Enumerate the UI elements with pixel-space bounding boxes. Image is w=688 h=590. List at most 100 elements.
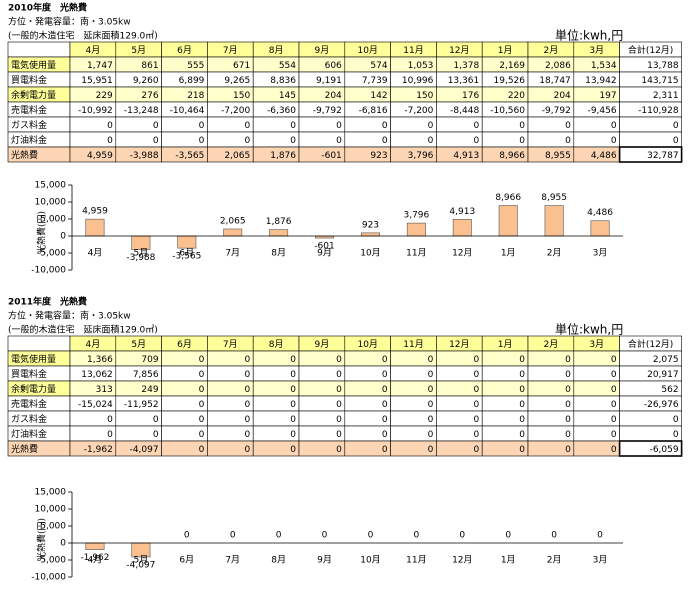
cell-value: 0 (244, 385, 250, 395)
header-label: 7月 (223, 339, 238, 350)
bar (544, 205, 564, 237)
cell-value: 0 (565, 415, 571, 425)
header-cell (7, 41, 71, 58)
cell-value: 555 (187, 61, 204, 71)
cell-value: 0 (153, 430, 159, 440)
cell-value: 204 (554, 91, 571, 101)
row-label: ガス料金 (11, 413, 47, 425)
bar (269, 229, 289, 237)
x-tick-label: 6月 (179, 555, 194, 566)
y-tick-label: -10,000 (31, 266, 66, 276)
cell-value: 0 (428, 385, 434, 395)
cell-value: -4,097 (130, 445, 159, 455)
x-tick-label: 1月 (501, 248, 516, 259)
cell-value: 2,086 (545, 61, 571, 71)
cell-value: 562 (661, 385, 678, 395)
cell-value: 0 (519, 385, 525, 395)
cell-value: 143,715 (641, 76, 678, 86)
x-tick-label: 11月 (406, 555, 426, 566)
header-label: 5月 (131, 45, 146, 56)
x-tick-label: 8月 (271, 248, 286, 259)
x-tick-label: 9月 (317, 555, 332, 566)
row-label: 余剰電力量 (11, 383, 56, 395)
x-tick-label: 8月 (271, 555, 286, 566)
cell-value: 574 (370, 61, 387, 71)
cell-value: 13,361 (448, 76, 480, 86)
cell-value: 8,966 (499, 151, 525, 161)
header-label: 1月 (498, 45, 513, 56)
cell-value: -6,360 (267, 106, 296, 116)
section-title: 2011年度 光熱費 (8, 296, 87, 308)
header-label: 3月 (589, 339, 604, 350)
cell-value: 0 (199, 355, 205, 365)
cell-value: 1,378 (453, 61, 479, 71)
cell-value: 6,899 (179, 76, 205, 86)
cell-value: 1,053 (408, 61, 434, 71)
cell-value: 0 (290, 370, 296, 380)
cell-value: 13,062 (81, 370, 113, 380)
y-tick-label: 5,000 (40, 522, 66, 532)
bar (360, 232, 380, 237)
y-tick-label: 0 (60, 232, 66, 242)
cell-value: 0 (428, 136, 434, 146)
cell-value: 0 (565, 445, 571, 455)
cell-value: -7,200 (221, 106, 250, 116)
y-tick-label: 15,000 (35, 488, 67, 498)
cell-value: 3,796 (408, 151, 434, 161)
cell-value: 0 (473, 415, 479, 425)
cell-value: 0 (336, 430, 342, 440)
cell-value: 10,996 (402, 76, 434, 86)
cell-value: 197 (599, 91, 616, 101)
y-tick-label: 15,000 (35, 181, 67, 191)
y-tick-label: 10,000 (35, 198, 67, 208)
value-label: -601 (314, 242, 334, 252)
cell-value: 0 (244, 415, 250, 425)
header-label: 12月 (449, 339, 469, 350)
row-label: 電気使用量 (11, 59, 56, 71)
cell-value: 0 (611, 415, 617, 425)
cell-value: -11,952 (124, 400, 159, 410)
cell-value: -3,565 (175, 151, 204, 161)
header-label: 8月 (269, 45, 284, 56)
cell-value: 0 (565, 370, 571, 380)
cell-value: 276 (141, 91, 158, 101)
cell-value: 1,534 (591, 61, 617, 71)
cell-value: 0 (153, 121, 159, 131)
cell (618, 146, 683, 163)
x-tick-label: 3月 (593, 248, 608, 259)
cell-value: 18,747 (539, 76, 571, 86)
cell-value: 0 (565, 136, 571, 146)
cell-value: 4,959 (87, 151, 113, 161)
cell-value: 0 (611, 430, 617, 440)
cell-value: 0 (473, 121, 479, 131)
bar (498, 205, 518, 237)
value-label: 0 (184, 531, 190, 541)
cell (618, 440, 683, 457)
cell-value: 7,856 (133, 370, 159, 380)
header-label: 7月 (223, 45, 238, 56)
header-label: 2月 (544, 339, 559, 350)
cell-value: 249 (141, 385, 158, 395)
header-label: 6月 (177, 339, 192, 350)
header-label: 9月 (315, 45, 330, 56)
section-title: 2010年度 光熱費 (8, 2, 87, 14)
cell-value: 0 (290, 415, 296, 425)
cell-value: 0 (428, 415, 434, 425)
cell-value: 0 (336, 385, 342, 395)
cell-value: 0 (290, 385, 296, 395)
house-type: (一般的木造住宅 延床面積129.0㎡) (8, 30, 158, 42)
cell-value: 861 (141, 61, 158, 71)
cell-value: 0 (107, 121, 113, 131)
cell-value: 142 (370, 91, 387, 101)
cell-value: 0 (473, 400, 479, 410)
value-label: 4,486 (587, 208, 613, 218)
x-tick-label: 5月 (134, 248, 149, 259)
cell-value: 145 (279, 91, 296, 101)
cell-value: 0 (611, 400, 617, 410)
row-label: ガス料金 (11, 119, 47, 131)
x-tick-label: 3月 (593, 555, 608, 566)
cell-value: 0 (107, 415, 113, 425)
header-label: 合計(12月) (628, 44, 673, 56)
cell-value: 2,169 (499, 61, 525, 71)
value-label: -3,565 (172, 252, 201, 262)
